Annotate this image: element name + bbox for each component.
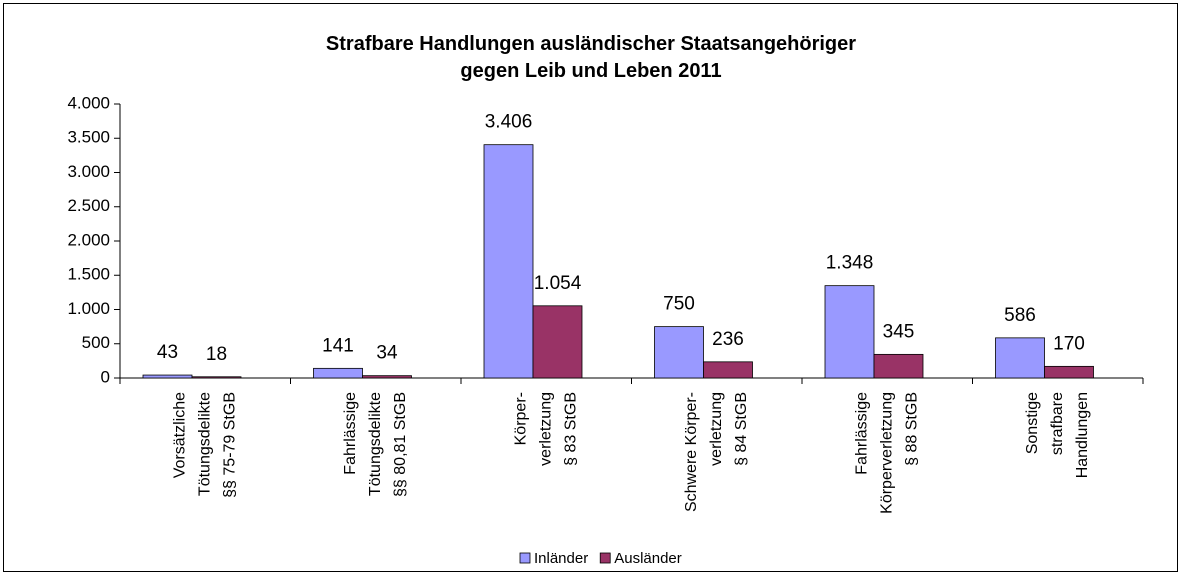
x-tick-label: Fahrlässige Körperverletzung § 88 StGB xyxy=(853,392,920,514)
bar xyxy=(1044,365,1094,379)
bar xyxy=(654,326,704,379)
data-label: 750 xyxy=(663,294,695,315)
data-label: 170 xyxy=(1053,333,1085,354)
y-tick-label: 2.500 xyxy=(67,196,110,215)
bar xyxy=(995,337,1045,379)
bar xyxy=(703,361,753,379)
bar xyxy=(362,375,412,379)
legend-swatch xyxy=(599,552,611,564)
x-tick-label: Vorsätzliche Tötungsdelikte §§ 75-79 StGB xyxy=(171,392,238,498)
y-tick-label: 500 xyxy=(82,333,110,352)
legend-label: Inländer xyxy=(534,550,588,567)
bar xyxy=(873,353,924,379)
bar xyxy=(824,285,875,379)
bar xyxy=(483,144,534,379)
x-tick-label: Körper-verletzung § 83 StGB xyxy=(512,392,579,466)
bar xyxy=(313,367,363,379)
chart-title: Strafbare Handlungen ausländischer Staat… xyxy=(326,33,856,82)
x-tick-label: Sonstige strafbare Handlungen xyxy=(1024,392,1091,478)
y-tick-label: 0 xyxy=(101,367,110,386)
data-label: 586 xyxy=(1004,305,1036,326)
y-tick-label: 3.000 xyxy=(67,162,110,181)
data-label: 345 xyxy=(883,321,915,342)
bar xyxy=(142,374,193,379)
bar xyxy=(191,376,242,379)
y-tick-label: 1.500 xyxy=(67,265,110,284)
data-label: 3.406 xyxy=(485,112,533,133)
y-tick-label: 1.000 xyxy=(67,299,110,318)
chart-border xyxy=(3,3,1178,572)
x-tick-label: Fahrlässige Tötungsdelikte §§ 80,81 StGB xyxy=(342,392,409,497)
data-label: 18 xyxy=(206,344,227,365)
y-tick-label: 3.500 xyxy=(67,128,110,147)
data-label: 43 xyxy=(157,342,178,363)
legend-label: Ausländer xyxy=(614,550,682,567)
data-label: 1.054 xyxy=(534,273,582,294)
data-label: 141 xyxy=(322,335,354,356)
y-tick-label: 2.000 xyxy=(67,230,110,249)
x-tick-label: Schwere Körper-verletzung § 84 StGB xyxy=(683,392,750,512)
data-label: 1.348 xyxy=(826,253,874,274)
data-label: 236 xyxy=(712,329,744,350)
legend-swatch xyxy=(519,552,531,564)
y-tick-label: 4.000 xyxy=(67,93,110,112)
bar xyxy=(532,305,583,379)
data-label: 34 xyxy=(376,343,398,364)
